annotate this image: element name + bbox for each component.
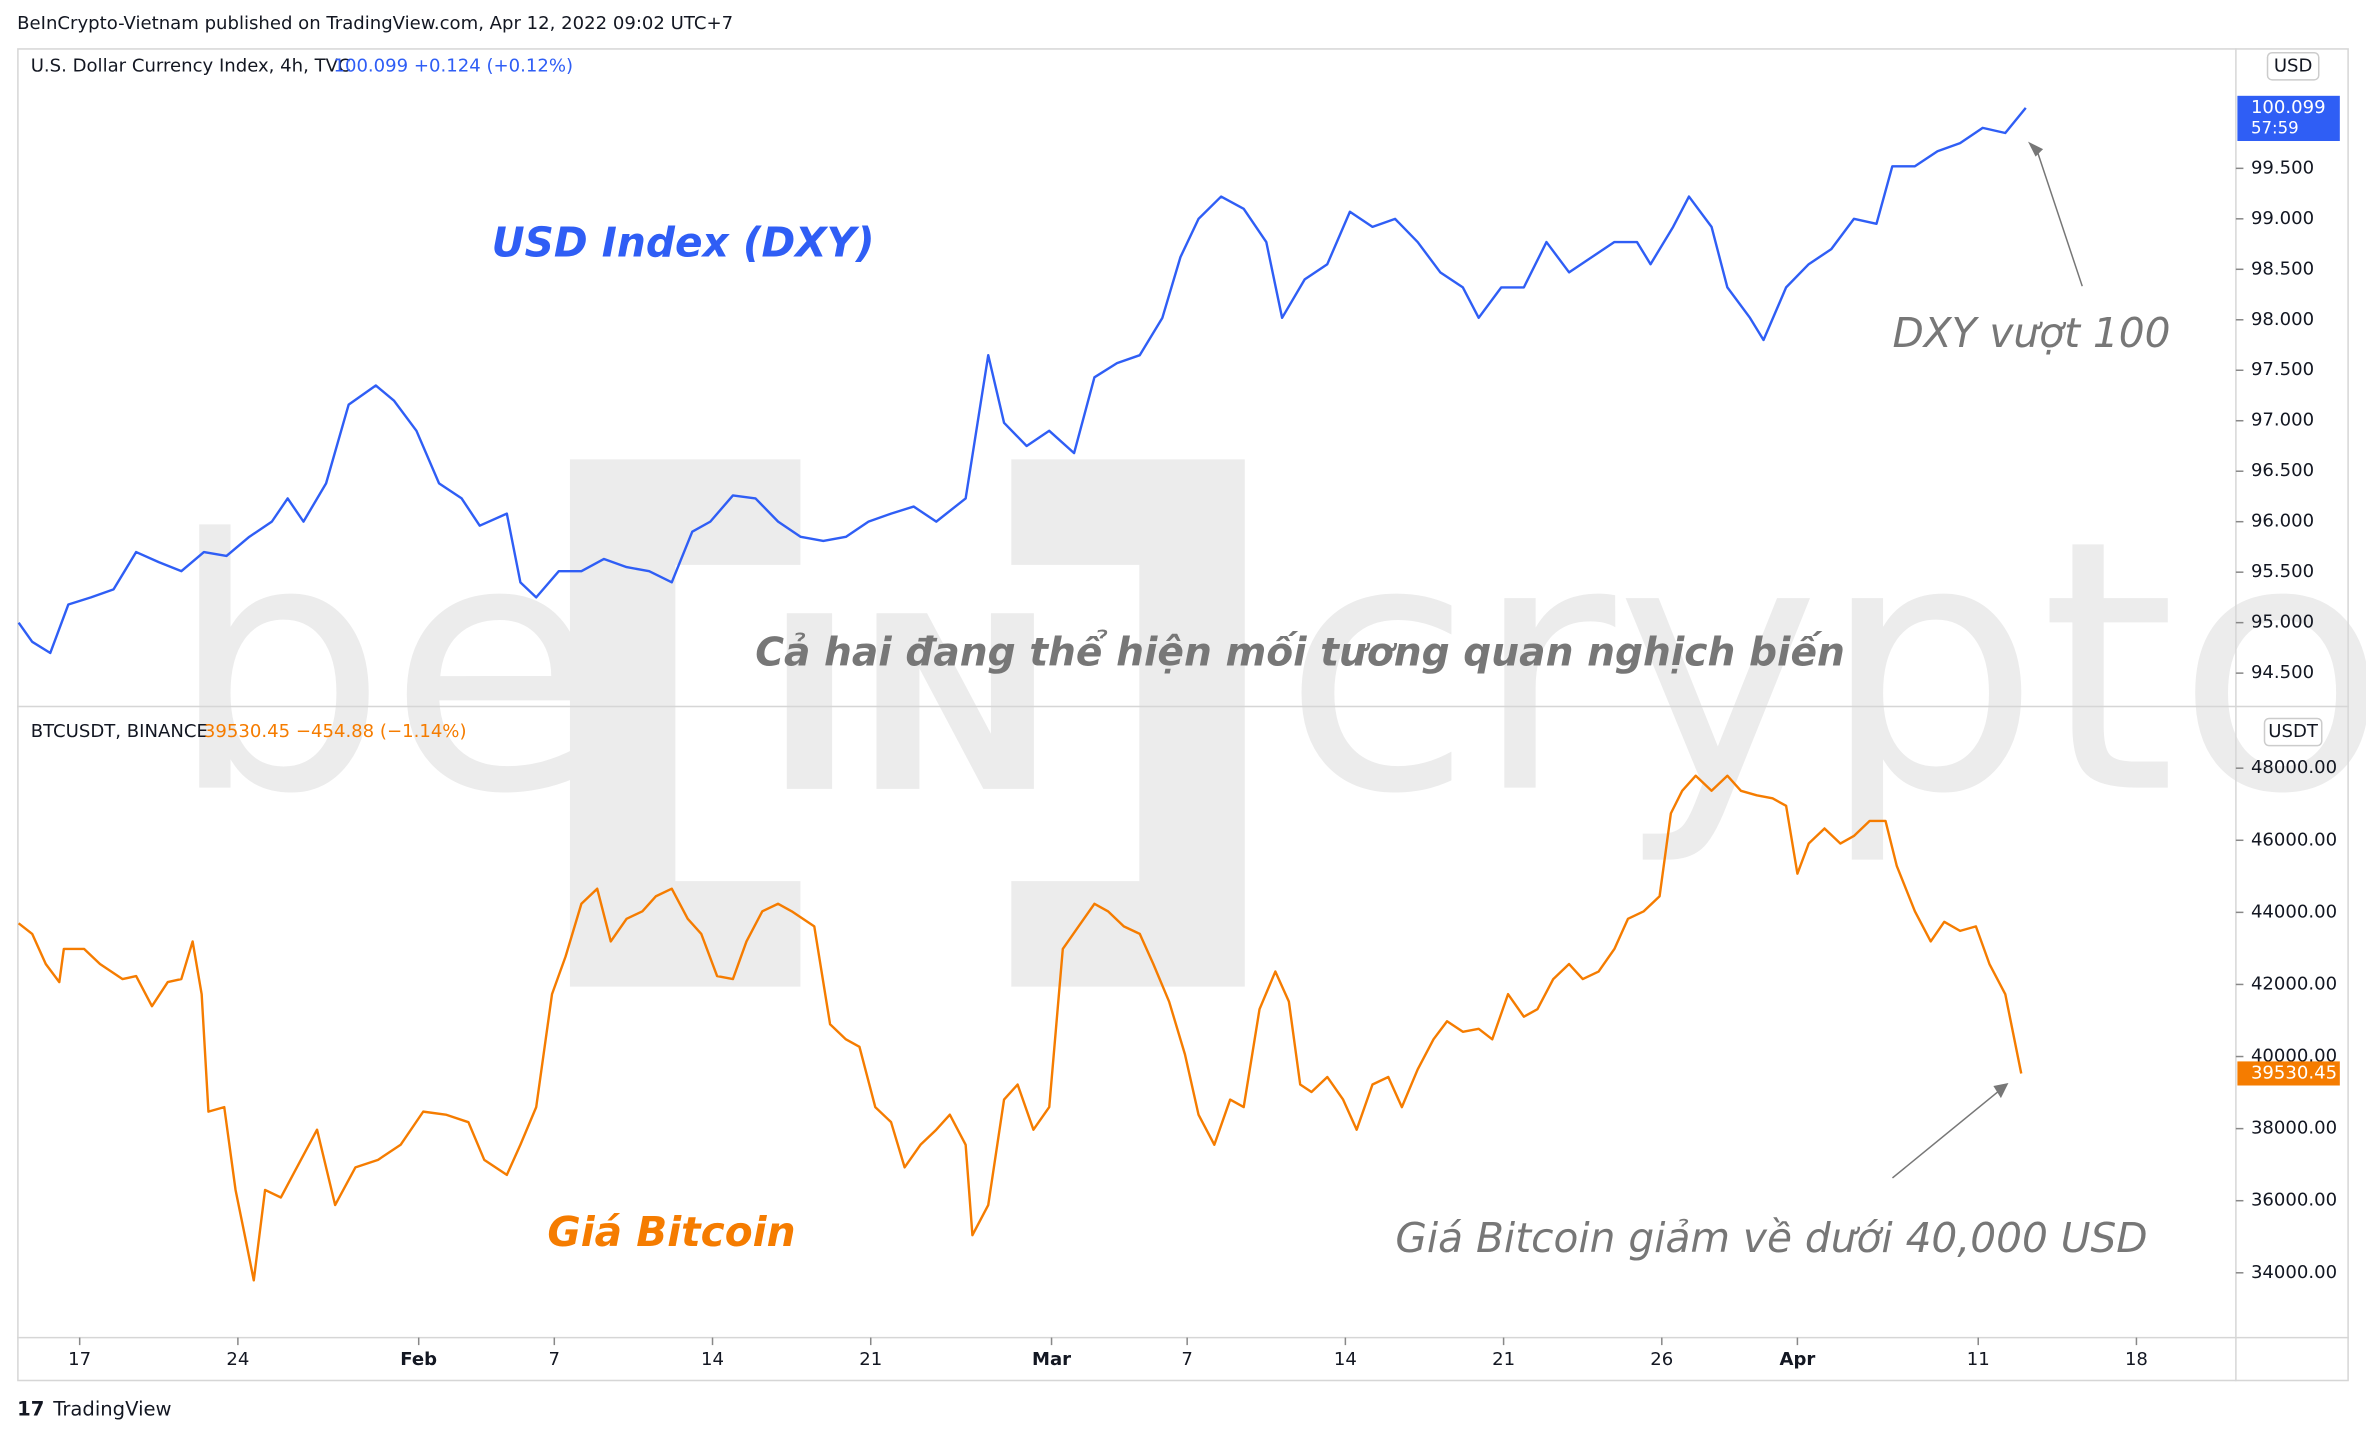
x-tick-label: Apr xyxy=(1779,1349,1815,1370)
watermark: be IN crypto xyxy=(168,459,2366,987)
x-tick-label: 7 xyxy=(549,1349,561,1370)
footer-brand: TradingView xyxy=(52,1397,171,1420)
x-tick-label: 11 xyxy=(1967,1349,1990,1370)
y-tick-label: 98.500 xyxy=(2251,258,2314,279)
y-tick-label: 40000.00 xyxy=(2251,1046,2337,1067)
x-tick-label: 14 xyxy=(1334,1349,1357,1370)
annotation: Giá Bitcoin xyxy=(547,1208,795,1256)
watermark-text: be xyxy=(168,466,601,870)
annotation: Cả hai đang thể hiện mối tương quan nghị… xyxy=(755,630,1845,676)
countdown: 57:59 xyxy=(2251,118,2299,137)
dxy-pane: 94.500 95.000 95.500 96.000 96.500 97.000 97.5… xyxy=(17,95,2340,683)
annotation: Giá Bitcoin giảm về dưới 40,000 USD xyxy=(1395,1214,2147,1262)
y-tick-label: 48000.00 xyxy=(2251,757,2337,778)
unit-label: USD xyxy=(2274,55,2313,76)
unit-label: USDT xyxy=(2268,721,2319,742)
unit-box xyxy=(2266,51,2320,81)
watermark-text: crypto xyxy=(1282,466,2366,870)
y-tick-label: 96.000 xyxy=(2251,511,2314,532)
y-tick-label: 44000.00 xyxy=(2251,901,2337,922)
x-tick-label: 17 xyxy=(68,1349,91,1370)
x-tick-label: 14 xyxy=(701,1349,724,1370)
x-tick-label: 26 xyxy=(1650,1349,1673,1370)
y-tick-label: 95.000 xyxy=(2251,612,2314,633)
price-tag-label: 39530.45 xyxy=(2251,1062,2337,1083)
watermark-text: IN xyxy=(765,565,1056,846)
y-tick-label: 99.000 xyxy=(2251,208,2314,229)
frame xyxy=(17,48,2349,1382)
price-tag xyxy=(2237,95,2340,142)
btc-pane: 34000.00 36000.00 38000.00 40000.00 42000.00… xyxy=(17,757,2340,1370)
y-tick-label: 95.500 xyxy=(2251,561,2314,582)
x-tick-label: 7 xyxy=(1181,1349,1193,1370)
y-tick-label: 99.500 xyxy=(2251,157,2314,178)
series-line xyxy=(17,774,2023,1282)
y-tick-label: 42000.00 xyxy=(2251,973,2337,994)
x-tick-label: 24 xyxy=(226,1349,249,1370)
watermark-bracket xyxy=(569,459,1245,987)
arrow xyxy=(2034,145,2083,287)
publish-header: BeInCrypto-Vietnam published on TradingV… xyxy=(17,13,733,34)
y-tick-label: 94.500 xyxy=(2251,662,2314,683)
x-tick-label: 21 xyxy=(859,1349,882,1370)
x-tick-label: 21 xyxy=(1492,1349,1515,1370)
y-tick-label: 97.000 xyxy=(2251,410,2314,431)
unit-box xyxy=(2263,717,2323,747)
logo-mark: 17 xyxy=(17,1397,44,1420)
arrowhead xyxy=(2028,141,2044,157)
arrow xyxy=(1891,1089,2000,1179)
y-tick-label: 46000.00 xyxy=(2251,829,2337,850)
x-tick-label: 18 xyxy=(2125,1349,2148,1370)
y-tick-label: 98.000 xyxy=(2251,309,2314,330)
series-line xyxy=(17,107,2027,655)
annotation: USD Index (DXY) xyxy=(492,219,875,267)
annotation: DXY vượt 100 xyxy=(1892,309,2170,357)
arrowhead xyxy=(1993,1083,2009,1099)
y-tick-label: 96.500 xyxy=(2251,460,2314,481)
quote: 39530.45 −454.88 (−1.14%) xyxy=(204,721,467,742)
symbol-legend: BTCUSDT, BINANCE xyxy=(31,721,208,742)
y-tick-label: 36000.00 xyxy=(2251,1190,2337,1211)
x-tick-label: Feb xyxy=(400,1349,437,1370)
y-tick-label: 97.500 xyxy=(2251,359,2314,380)
x-tick-label: Mar xyxy=(1032,1349,1071,1370)
price-tag xyxy=(2237,1061,2340,1086)
y-tick-label: 34000.00 xyxy=(2251,1262,2337,1283)
price-tag-label: 100.099 xyxy=(2251,97,2326,118)
y-tick-label: 38000.00 xyxy=(2251,1118,2337,1139)
quote: 100.099 +0.124 (+0.12%) xyxy=(333,55,573,76)
symbol-legend: U.S. Dollar Currency Index, 4h, TVC xyxy=(31,55,351,76)
